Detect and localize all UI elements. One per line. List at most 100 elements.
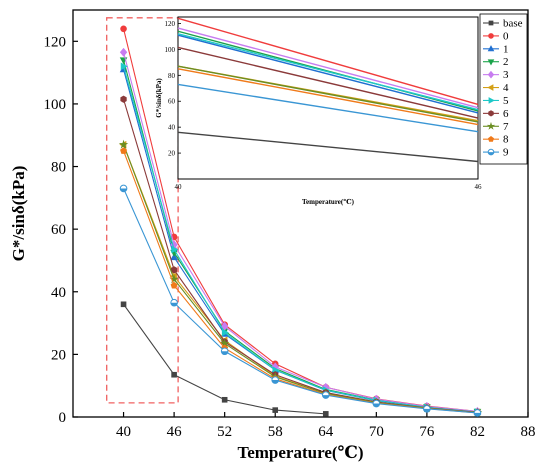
inset-series-line-5	[177, 33, 479, 111]
legend-marker	[487, 136, 495, 142]
series-base	[120, 301, 329, 417]
legend-item-8: 8	[483, 134, 509, 146]
x-tick-label: 58	[268, 424, 283, 440]
legend-label: 8	[503, 134, 509, 146]
data-point-9-fill	[271, 380, 279, 384]
data-point-9-fill	[373, 403, 380, 407]
legend-marker	[488, 110, 494, 117]
y-tick-label: 80	[51, 160, 66, 176]
inset-series-line-base	[177, 131, 479, 163]
y-tick-label: 20	[51, 347, 66, 363]
inset-y-tick-label: 60	[168, 98, 176, 106]
legend-label: 2	[503, 56, 509, 68]
y-tick-label: 40	[51, 285, 66, 301]
legend-label: 3	[503, 69, 509, 81]
data-point-6	[170, 266, 178, 274]
legend-item-2: 2	[483, 56, 509, 68]
data-point-base	[120, 301, 127, 308]
inset-series-line-9	[177, 83, 479, 133]
data-point-9-fill	[474, 412, 481, 417]
series-line-9	[123, 188, 478, 414]
x-tick-label: 76	[419, 424, 435, 440]
x-tick-label: 64	[318, 424, 334, 440]
data-point-6	[120, 95, 127, 103]
legend-label: base	[503, 18, 523, 30]
series-line-3	[123, 52, 478, 412]
x-tick-label: 70	[369, 424, 384, 440]
legend-marker	[488, 33, 494, 39]
x-tick-label: 88	[521, 424, 536, 440]
data-point-7	[118, 139, 129, 149]
inset-series-line-1	[177, 34, 479, 114]
y-tick-label: 100	[44, 97, 67, 113]
data-point-9	[423, 405, 431, 413]
legend-marker	[486, 121, 496, 130]
data-point-9	[473, 409, 482, 417]
y-axis-title: G*/sinδ(kPa)	[9, 166, 28, 262]
inset-y-axis-title: G*/sinδ(kPa)	[155, 78, 163, 118]
data-point-9	[372, 399, 381, 408]
legend-label: 9	[503, 147, 509, 159]
inset-y-tick-label: 40	[168, 124, 176, 132]
data-point-9-fill	[170, 302, 178, 307]
plot-frame	[72, 9, 529, 418]
legend-item-0: 0	[483, 30, 509, 42]
legend-label: 7	[503, 121, 509, 133]
legend-label: 4	[503, 82, 509, 94]
legend-item-1: 1	[483, 43, 509, 55]
legend-marker	[487, 59, 495, 66]
data-point-base	[171, 371, 177, 378]
highlight-box	[106, 17, 179, 404]
inset-y-tick-label: 20	[168, 150, 176, 158]
legend-marker	[487, 45, 495, 52]
legend-label: 1	[503, 43, 509, 55]
inset-series-line-7	[177, 65, 479, 123]
x-tick-label: 82	[470, 424, 485, 440]
data-point-9	[271, 376, 280, 384]
inset-series-line-3	[177, 27, 479, 109]
y-tick-label: 60	[51, 222, 66, 238]
legend-marker	[487, 148, 495, 156]
data-point-0	[120, 25, 127, 33]
legend-label: 5	[503, 95, 509, 107]
legend-marker	[487, 84, 494, 91]
data-point-3	[119, 47, 128, 57]
data-point-base	[272, 407, 279, 413]
legend-label: 6	[503, 108, 509, 120]
data-point-9-fill	[423, 408, 431, 413]
legend-item-base: base	[483, 18, 523, 30]
inset-series-line-6	[177, 46, 479, 119]
series-line-5	[123, 66, 478, 413]
data-point-5	[221, 328, 229, 337]
inset-y-tick-label: 120	[165, 20, 176, 28]
legend-marker	[487, 70, 495, 79]
inset-chart: 20 40 60 80 100 120 40 46 Temperature(℃) G*/sinδ(…	[155, 16, 482, 206]
legend-item-9: 9	[483, 147, 509, 159]
x-axis-title: Temperature(℃)	[237, 443, 363, 462]
data-point-9-fill	[221, 351, 228, 355]
inset-y-tick-label: 100	[165, 46, 176, 54]
legend-marker	[488, 97, 495, 104]
data-point-5	[171, 245, 179, 254]
data-point-9-fill	[322, 395, 330, 399]
x-tick-label: 40	[116, 424, 131, 440]
y-tick-label: 0	[59, 410, 67, 426]
legend-item-3: 3	[483, 69, 509, 81]
data-point-8	[120, 147, 128, 154]
series-9	[119, 184, 482, 417]
x-tick-label: 46	[167, 424, 183, 440]
inset-x-axis-title: Temperature(℃)	[302, 198, 355, 206]
data-point-base	[221, 396, 228, 403]
legend-item-4: 4	[483, 82, 509, 94]
inset-series-line-8	[177, 68, 479, 126]
legend-label: 0	[503, 30, 509, 42]
data-point-9	[220, 347, 229, 356]
data-point-9	[119, 184, 128, 193]
data-point-9	[170, 298, 178, 307]
legend-marker	[488, 20, 494, 26]
inset-x-tick-label: 40	[175, 183, 183, 191]
legend-item-7: 7	[483, 121, 509, 133]
